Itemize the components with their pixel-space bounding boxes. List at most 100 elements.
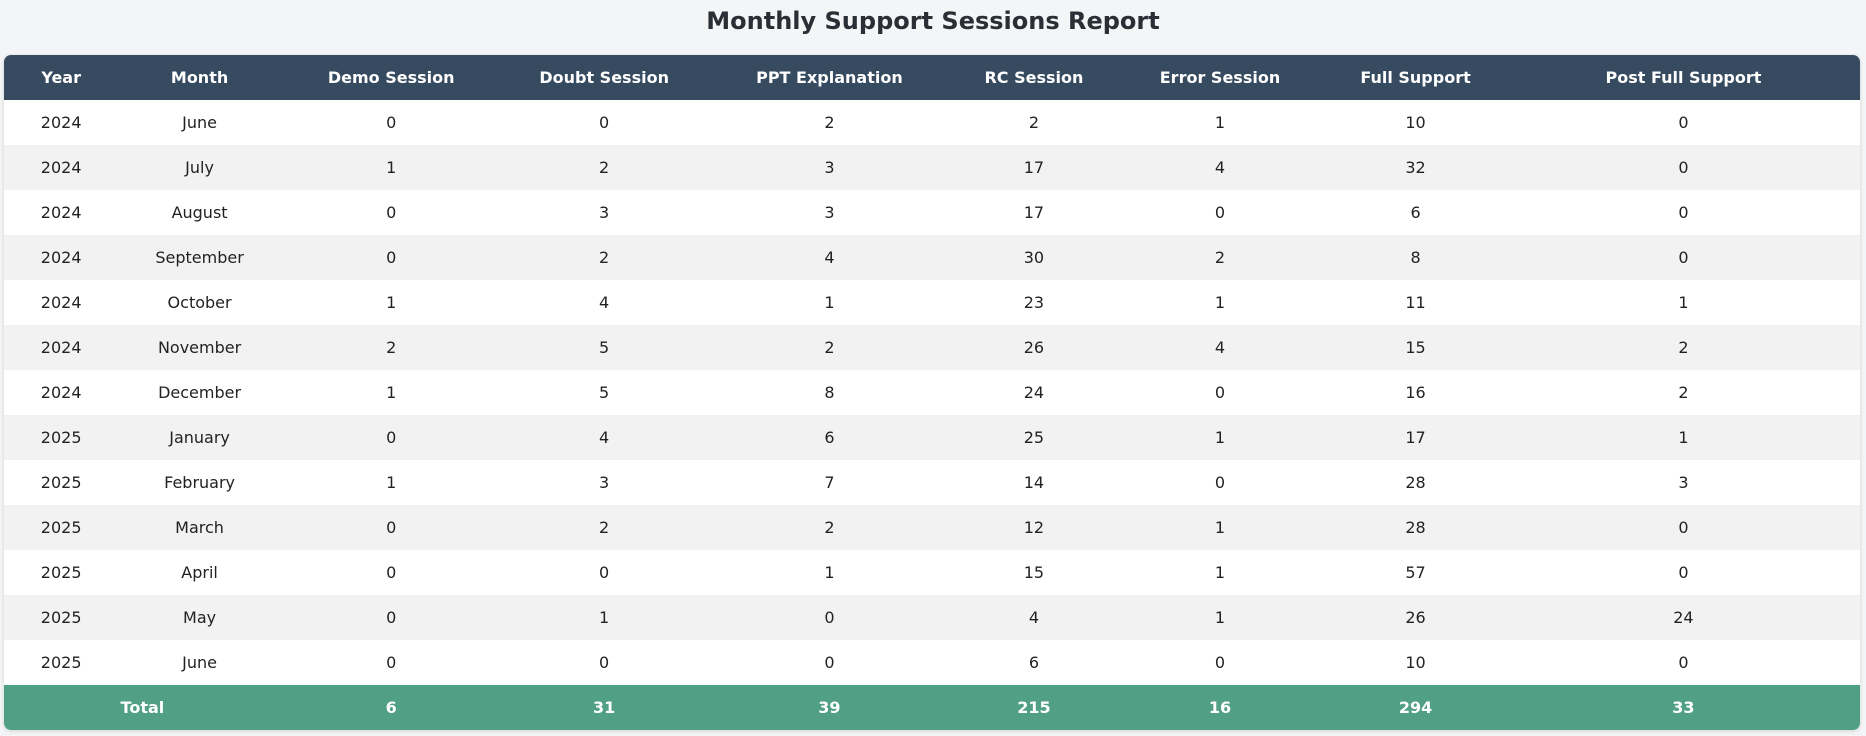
cell-ppt-explanation: 6 xyxy=(706,415,953,460)
cell-year: 2024 xyxy=(4,190,119,235)
column-header-demo-session: Demo Session xyxy=(280,55,502,100)
table-row: 2024 October 1 4 1 23 1 11 1 xyxy=(4,280,1860,325)
cell-error-session: 1 xyxy=(1115,415,1325,460)
cell-ppt-explanation: 1 xyxy=(706,280,953,325)
cell-demo-session: 2 xyxy=(280,325,502,370)
cell-month: May xyxy=(118,595,281,640)
cell-ppt-explanation: 0 xyxy=(706,640,953,685)
cell-demo-session: 0 xyxy=(280,415,502,460)
cell-month: January xyxy=(118,415,281,460)
cell-year: 2024 xyxy=(4,280,119,325)
cell-full-support: 15 xyxy=(1324,325,1507,370)
cell-post-full-support: 0 xyxy=(1506,505,1860,550)
cell-demo-session: 0 xyxy=(280,100,502,145)
table-row: 2025 January 0 4 6 25 1 17 1 xyxy=(4,415,1860,460)
cell-doubt-session: 0 xyxy=(501,640,707,685)
cell-post-full-support: 2 xyxy=(1506,325,1860,370)
cell-post-full-support: 0 xyxy=(1506,640,1860,685)
cell-error-session: 1 xyxy=(1115,505,1325,550)
table-row: 2024 December 1 5 8 24 0 16 2 xyxy=(4,370,1860,415)
table-row: 2025 March 0 2 2 12 1 28 0 xyxy=(4,505,1860,550)
cell-post-full-support: 0 xyxy=(1506,145,1860,190)
cell-rc-session: 6 xyxy=(952,640,1116,685)
cell-doubt-session: 2 xyxy=(501,235,707,280)
cell-year: 2025 xyxy=(4,640,119,685)
cell-doubt-session: 3 xyxy=(501,190,707,235)
cell-ppt-explanation: 3 xyxy=(706,145,953,190)
cell-doubt-session: 2 xyxy=(501,505,707,550)
table-row: 2024 June 0 0 2 2 1 10 0 xyxy=(4,100,1860,145)
cell-ppt-explanation: 4 xyxy=(706,235,953,280)
cell-full-support: 11 xyxy=(1324,280,1507,325)
cell-post-full-support: 2 xyxy=(1506,370,1860,415)
column-header-error-session: Error Session xyxy=(1115,55,1325,100)
column-header-doubt-session: Doubt Session xyxy=(501,55,707,100)
cell-year: 2024 xyxy=(4,325,119,370)
cell-doubt-session: 2 xyxy=(501,145,707,190)
cell-ppt-explanation: 2 xyxy=(706,505,953,550)
cell-month: December xyxy=(118,370,281,415)
cell-demo-session: 0 xyxy=(280,505,502,550)
sessions-table: Year Month Demo Session Doubt Session PP… xyxy=(4,55,1860,730)
cell-error-session: 4 xyxy=(1115,145,1325,190)
cell-doubt-session: 3 xyxy=(501,460,707,505)
table-row: 2024 August 0 3 3 17 0 6 0 xyxy=(4,190,1860,235)
cell-doubt-session: 0 xyxy=(501,550,707,595)
cell-demo-session: 0 xyxy=(280,550,502,595)
total-ppt-explanation: 39 xyxy=(706,685,953,730)
total-rc-session: 215 xyxy=(952,685,1116,730)
cell-post-full-support: 1 xyxy=(1506,280,1860,325)
cell-full-support: 16 xyxy=(1324,370,1507,415)
cell-rc-session: 30 xyxy=(952,235,1116,280)
cell-ppt-explanation: 0 xyxy=(706,595,953,640)
cell-ppt-explanation: 3 xyxy=(706,190,953,235)
cell-rc-session: 26 xyxy=(952,325,1116,370)
cell-month: October xyxy=(118,280,281,325)
total-row: Total 6 31 39 215 16 294 33 xyxy=(4,685,1860,730)
cell-month: March xyxy=(118,505,281,550)
cell-demo-session: 0 xyxy=(280,640,502,685)
cell-error-session: 2 xyxy=(1115,235,1325,280)
column-header-full-support: Full Support xyxy=(1324,55,1507,100)
cell-full-support: 8 xyxy=(1324,235,1507,280)
cell-error-session: 4 xyxy=(1115,325,1325,370)
cell-rc-session: 15 xyxy=(952,550,1116,595)
cell-month: February xyxy=(118,460,281,505)
column-header-year: Year xyxy=(4,55,119,100)
cell-error-session: 1 xyxy=(1115,100,1325,145)
cell-rc-session: 23 xyxy=(952,280,1116,325)
total-demo-session: 6 xyxy=(280,685,502,730)
cell-year: 2024 xyxy=(4,100,119,145)
cell-month: April xyxy=(118,550,281,595)
cell-doubt-session: 4 xyxy=(501,415,707,460)
cell-error-session: 0 xyxy=(1115,460,1325,505)
cell-error-session: 0 xyxy=(1115,190,1325,235)
cell-post-full-support: 1 xyxy=(1506,415,1860,460)
cell-full-support: 57 xyxy=(1324,550,1507,595)
cell-post-full-support: 24 xyxy=(1506,595,1860,640)
table-row: 2024 September 0 2 4 30 2 8 0 xyxy=(4,235,1860,280)
cell-ppt-explanation: 7 xyxy=(706,460,953,505)
cell-year: 2024 xyxy=(4,370,119,415)
cell-error-session: 1 xyxy=(1115,595,1325,640)
cell-ppt-explanation: 2 xyxy=(706,100,953,145)
cell-demo-session: 0 xyxy=(280,190,502,235)
cell-demo-session: 1 xyxy=(280,460,502,505)
cell-year: 2025 xyxy=(4,595,119,640)
cell-year: 2025 xyxy=(4,550,119,595)
total-doubt-session: 31 xyxy=(501,685,707,730)
cell-full-support: 17 xyxy=(1324,415,1507,460)
cell-doubt-session: 0 xyxy=(501,100,707,145)
cell-rc-session: 24 xyxy=(952,370,1116,415)
cell-doubt-session: 5 xyxy=(501,370,707,415)
table-row: 2025 February 1 3 7 14 0 28 3 xyxy=(4,460,1860,505)
cell-error-session: 0 xyxy=(1115,370,1325,415)
cell-demo-session: 0 xyxy=(280,595,502,640)
cell-month: July xyxy=(118,145,281,190)
cell-rc-session: 17 xyxy=(952,190,1116,235)
column-header-rc-session: RC Session xyxy=(952,55,1116,100)
cell-error-session: 0 xyxy=(1115,640,1325,685)
cell-month: November xyxy=(118,325,281,370)
cell-post-full-support: 0 xyxy=(1506,100,1860,145)
cell-post-full-support: 0 xyxy=(1506,235,1860,280)
